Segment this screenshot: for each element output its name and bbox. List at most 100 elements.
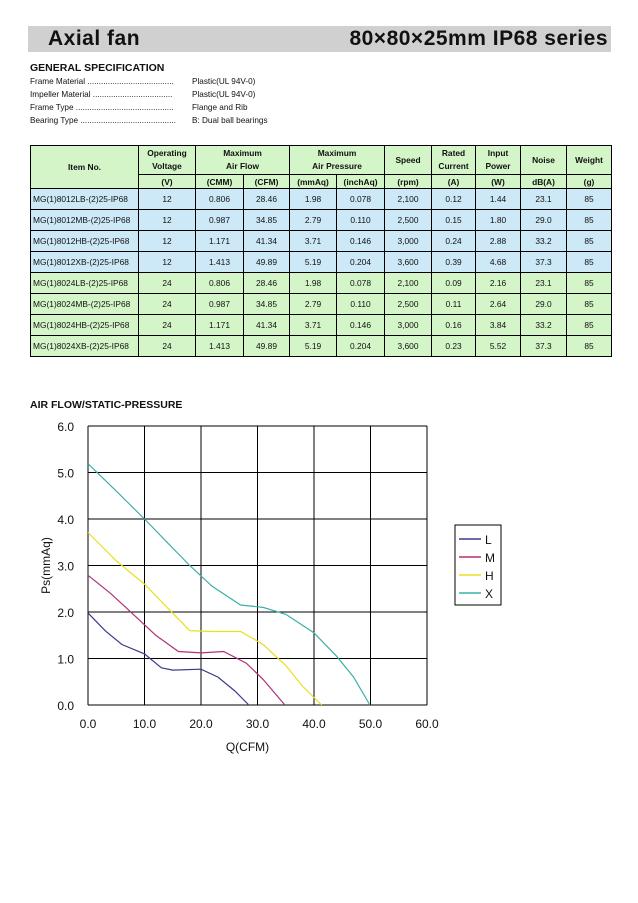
- spec-row: Frame Type .............................…: [30, 103, 248, 112]
- item-number-cell: MG(1)8012HB-(2)25-IP68: [30, 230, 139, 252]
- table-cell: 0.204: [336, 335, 386, 357]
- table-cell: 1.44: [475, 188, 522, 210]
- item-number-cell: MG(1)8012MB-(2)25-IP68: [30, 209, 139, 231]
- table-cell: 85: [566, 335, 613, 357]
- table-cell: 49.89: [242, 251, 291, 273]
- table-cell: 1.80: [475, 209, 522, 231]
- y-tick-label: 5.0: [57, 467, 74, 481]
- table-cell: 85: [566, 293, 613, 315]
- table-cell: 2.79: [289, 209, 338, 231]
- table-cell: 0.24: [431, 230, 477, 252]
- y-tick-label: 3.0: [57, 560, 74, 574]
- table-cell: 0.15: [431, 209, 477, 231]
- spec-table: Item No. Operating Voltage Maximum Air Flo…: [30, 145, 613, 357]
- general-spec-heading: GENERAL SPECIFICATION: [30, 62, 165, 74]
- table-header-row: Item No. Operating Voltage Maximum Air Flo…: [30, 145, 613, 189]
- x-tick-label: 10.0: [133, 717, 157, 731]
- table-row: MG(1)8012LB-(2)25-IP68 12 0.806 28.46 1.98 0.…: [30, 188, 613, 210]
- title-bar: [28, 26, 611, 52]
- table-cell: 29.0: [520, 293, 568, 315]
- table-cell: 0.23: [431, 335, 477, 357]
- spec-row: Impeller Material ......................…: [30, 90, 256, 99]
- series-title: 80×80×25mm IP68 series: [349, 27, 608, 50]
- table-cell: 2,500: [384, 209, 433, 231]
- x-tick-label: 0.0: [80, 717, 97, 731]
- legend-label: H: [485, 569, 494, 583]
- table-units-row: (V) (CMM) (CFM) (mmAq) (inchAq) (rpm) (A…: [31, 174, 613, 189]
- y-axis-title: Ps(mmAq): [39, 537, 53, 594]
- table-row: MG(1)8024XB-(2)25-IP68 24 1.413 49.89 5.19 0.…: [30, 335, 613, 357]
- table-row: MG(1)8012MB-(2)25-IP68 12 0.987 34.85 2.79 0.…: [30, 209, 613, 231]
- legend-label: X: [485, 587, 493, 601]
- header-item: Item No.: [30, 145, 139, 189]
- table-cell: 12: [138, 230, 196, 252]
- x-tick-label: 30.0: [246, 717, 270, 731]
- series-line-x: [87, 463, 371, 706]
- table-cell: 0.09: [431, 272, 477, 294]
- header-speed: Speed: [384, 145, 433, 175]
- table-cell: 3.71: [289, 230, 338, 252]
- table-cell: 1.98: [289, 188, 338, 210]
- table-cell: 34.85: [242, 293, 291, 315]
- y-tick-label: 6.0: [57, 420, 74, 434]
- table-cell: 28.46: [242, 272, 291, 294]
- x-axis-title: Q(CFM): [226, 740, 269, 754]
- table-cell: 33.2: [520, 314, 568, 336]
- table-cell: 2,100: [384, 188, 433, 210]
- table-cell: 5.19: [289, 335, 338, 357]
- table-cell: 12: [138, 209, 196, 231]
- table-cell: 41.34: [242, 230, 291, 252]
- series-line-m: [87, 574, 286, 706]
- header-power: Input Power: [475, 145, 522, 175]
- chart-heading: AIR FLOW/STATIC-PRESSURE: [30, 399, 183, 411]
- table-cell: 3.84: [475, 314, 522, 336]
- item-number-cell: MG(1)8024HB-(2)25-IP68: [30, 314, 139, 336]
- x-tick-label: 40.0: [302, 717, 326, 731]
- item-number-cell: MG(1)8024LB-(2)25-IP68: [30, 272, 139, 294]
- table-cell: 28.46: [242, 188, 291, 210]
- table-cell: 85: [566, 230, 613, 252]
- table-cell: 2.88: [475, 230, 522, 252]
- legend-label: L: [485, 533, 492, 547]
- table-cell: 0.806: [195, 272, 244, 294]
- table-cell: 0.12: [431, 188, 477, 210]
- table-cell: 0.110: [336, 293, 386, 315]
- page-title: Axial fan: [48, 27, 141, 50]
- table-row: MG(1)8012XB-(2)25-IP68 12 1.413 49.89 5.19 0.…: [30, 251, 613, 273]
- table-cell: 3.71: [289, 314, 338, 336]
- table-cell: 0.987: [195, 293, 244, 315]
- item-number-cell: MG(1)8012XB-(2)25-IP68: [30, 251, 139, 273]
- table-cell: 3,600: [384, 251, 433, 273]
- unit-cell: (A): [431, 174, 477, 189]
- header-current: Rated Current: [431, 145, 477, 175]
- y-tick-label: 0.0: [57, 699, 74, 713]
- table-row: MG(1)8012HB-(2)25-IP68 12 1.171 41.34 3.71 0.…: [30, 230, 613, 252]
- table-cell: 23.1: [520, 188, 568, 210]
- table-cell: 0.11: [431, 293, 477, 315]
- legend-label: M: [485, 551, 495, 565]
- table-cell: 3,600: [384, 335, 433, 357]
- header-weight: Weight: [566, 145, 613, 175]
- table-cell: 29.0: [520, 209, 568, 231]
- item-number-cell: MG(1)8024MB-(2)25-IP68: [30, 293, 139, 315]
- table-cell: 34.85: [242, 209, 291, 231]
- item-number-cell: MG(1)8024XB-(2)25-IP68: [30, 335, 139, 357]
- unit-cell: (mmAq): [289, 174, 338, 189]
- x-tick-label: 20.0: [189, 717, 213, 731]
- table-row: MG(1)8024LB-(2)25-IP68 24 0.806 28.46 1.98 0.…: [30, 272, 613, 294]
- spec-row: Bearing Type ...........................…: [30, 116, 268, 125]
- table-cell: 0.204: [336, 251, 386, 273]
- y-tick-label: 2.0: [57, 606, 74, 620]
- table-cell: 0.078: [336, 272, 386, 294]
- series-line-l: [87, 612, 250, 706]
- unit-cell: (CFM): [242, 174, 291, 189]
- table-cell: 0.39: [431, 251, 477, 273]
- table-cell: 1.413: [195, 335, 244, 357]
- table-cell: 24: [138, 335, 196, 357]
- table-cell: 2.16: [475, 272, 522, 294]
- table-cell: 85: [566, 188, 613, 210]
- unit-cell: (inchAq): [336, 174, 386, 189]
- table-cell: 85: [566, 209, 613, 231]
- table-cell: 49.89: [242, 335, 291, 357]
